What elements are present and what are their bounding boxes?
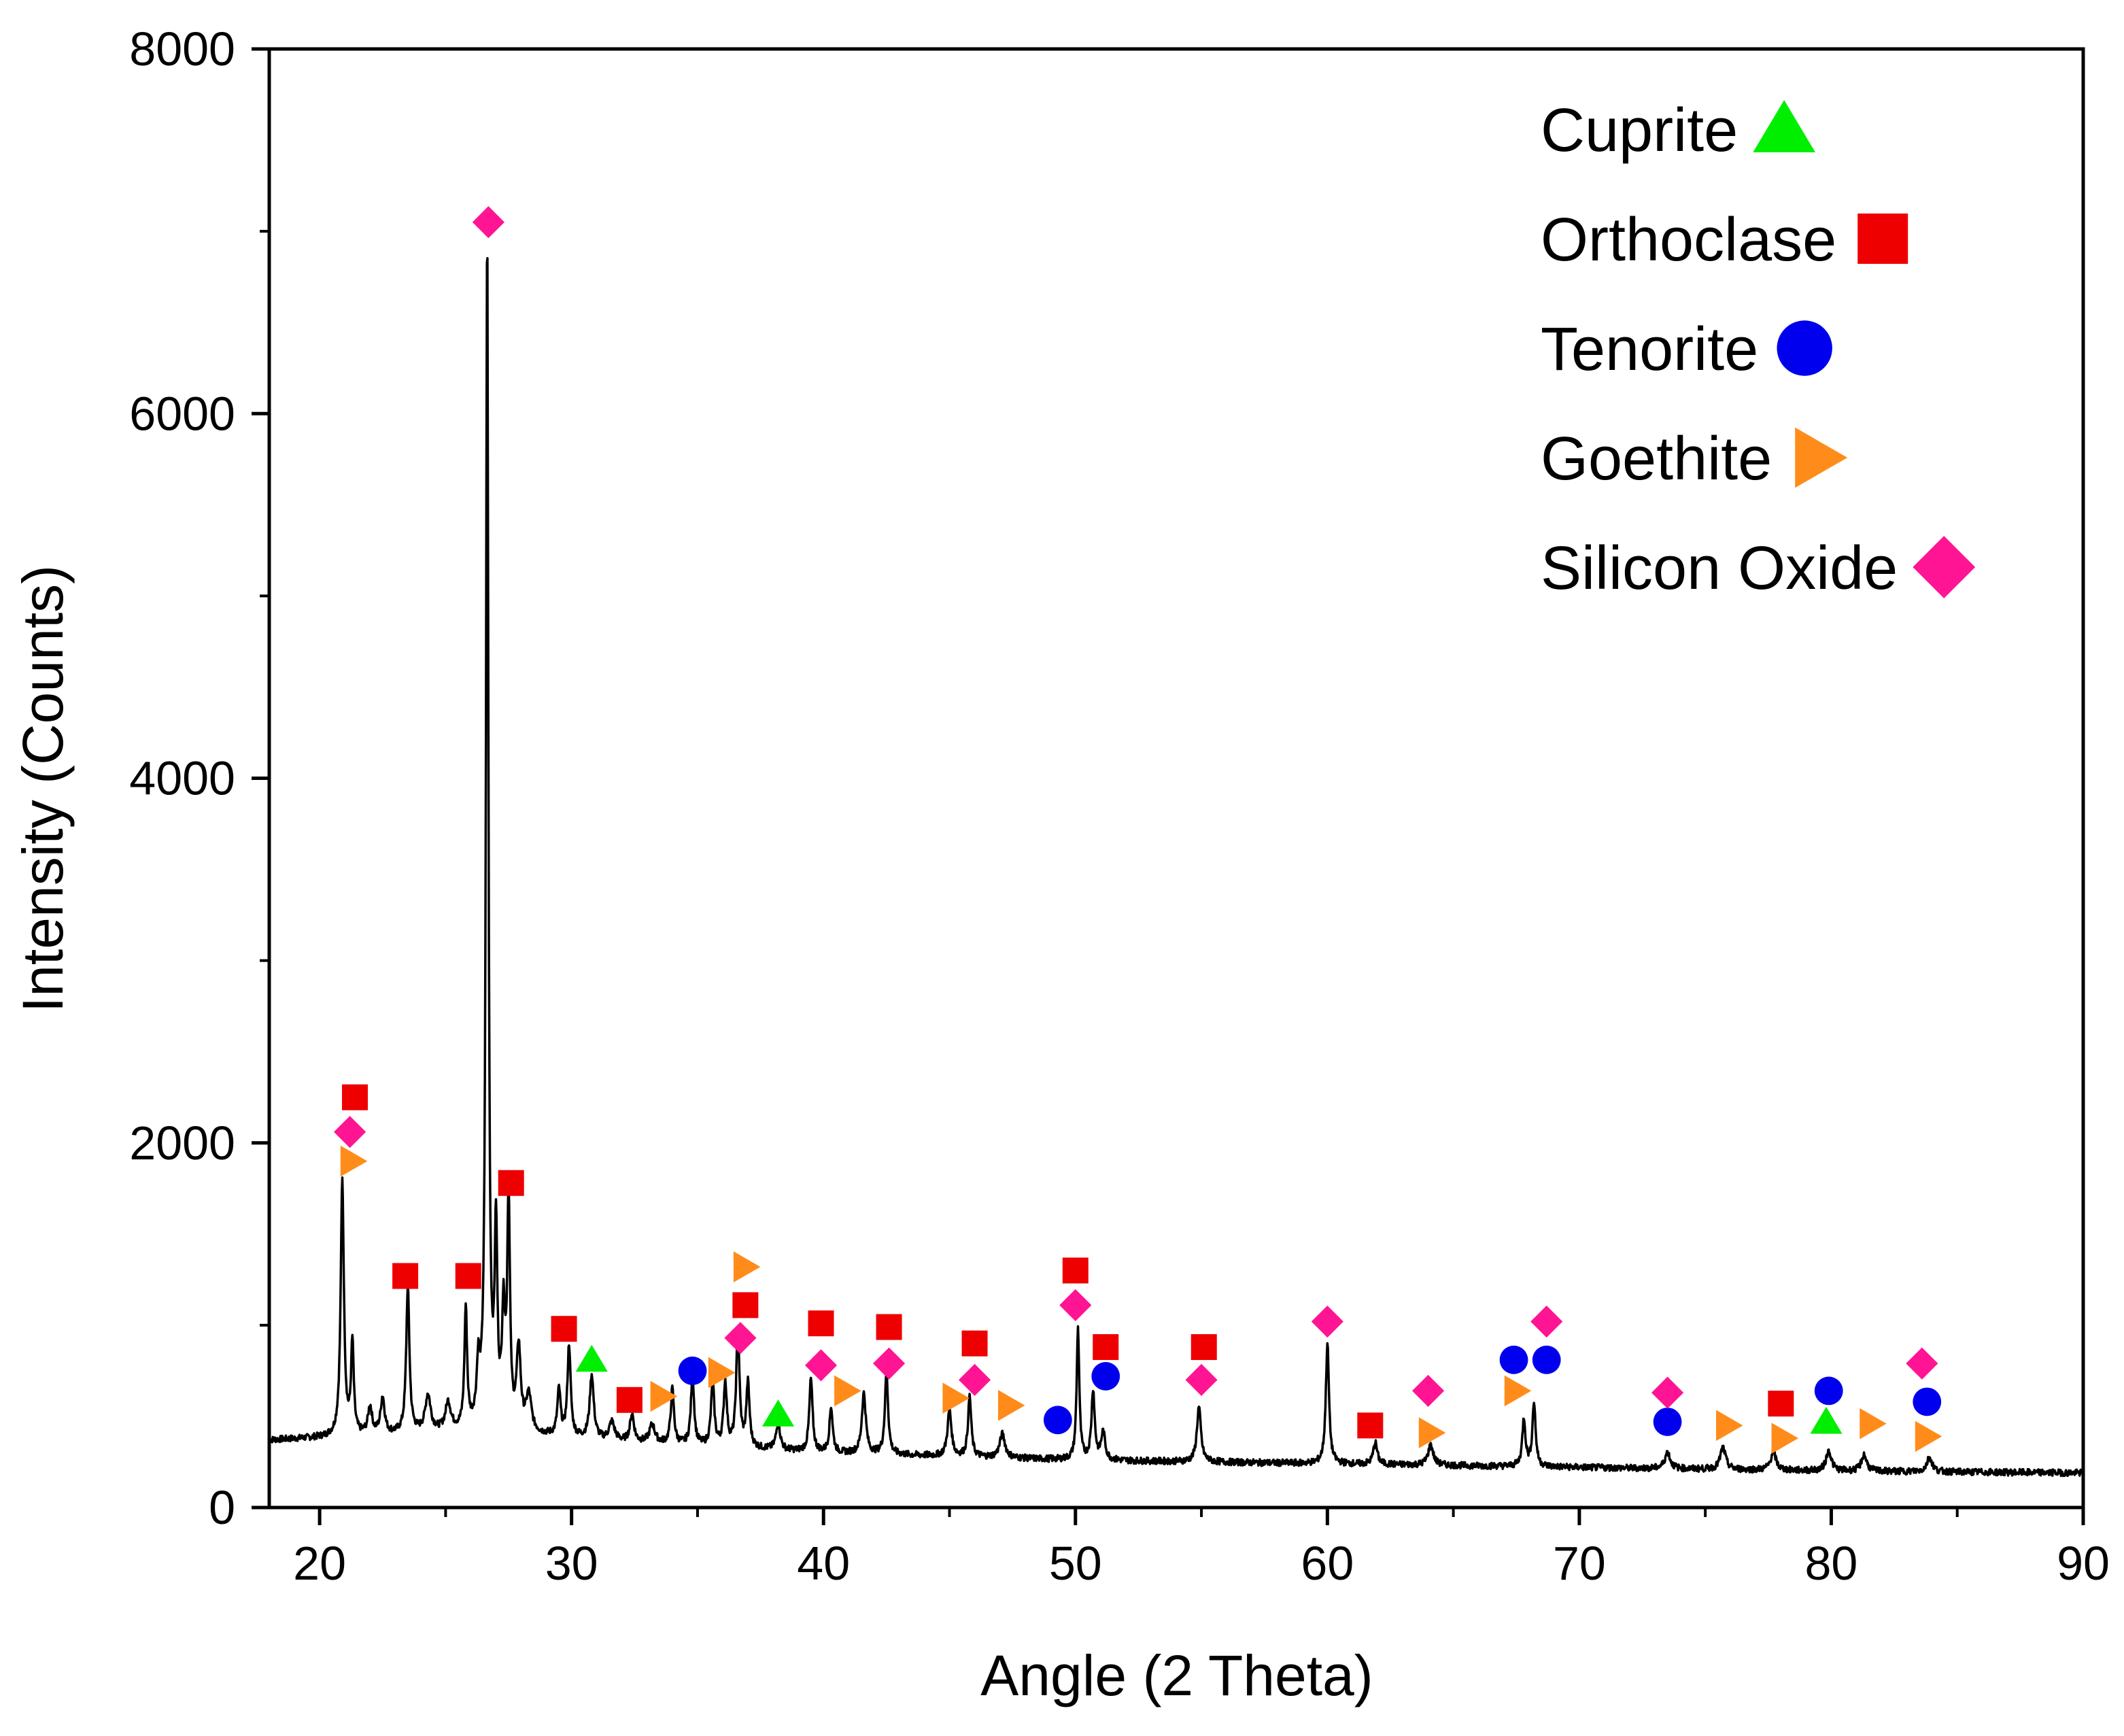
goethite-marker bbox=[708, 1357, 736, 1389]
orthoclase-marker bbox=[392, 1263, 419, 1289]
orthoclase-marker bbox=[1768, 1391, 1794, 1417]
cuprite-marker bbox=[1810, 1406, 1843, 1434]
legend-label-goethite: Goethite bbox=[1541, 425, 1772, 493]
goethite-marker bbox=[733, 1251, 761, 1282]
orthoclase-marker bbox=[455, 1263, 481, 1289]
legend-label-tenorite: Tenorite bbox=[1541, 316, 1758, 384]
goethite-marker bbox=[1716, 1410, 1743, 1442]
silicon-oxide-marker bbox=[1059, 1289, 1092, 1321]
y-tick-label: 2000 bbox=[129, 1117, 235, 1170]
legend-label-cuprite: Cuprite bbox=[1541, 97, 1738, 165]
goethite-marker bbox=[340, 1145, 368, 1177]
y-axis-title: Intensity (Counts) bbox=[11, 565, 75, 1012]
goethite-marker bbox=[1915, 1420, 1942, 1452]
x-tick-label: 30 bbox=[545, 1537, 598, 1590]
silicon-oxide-marker bbox=[1185, 1363, 1218, 1396]
goethite-marker bbox=[650, 1380, 678, 1412]
orthoclase-marker bbox=[1062, 1257, 1089, 1284]
orthoclase-marker bbox=[1093, 1334, 1119, 1361]
xrd-pattern-line bbox=[268, 257, 2085, 1478]
x-tick-label: 40 bbox=[797, 1537, 850, 1590]
tenorite-marker bbox=[1499, 1345, 1528, 1374]
x-axis-title: Angle (2 Theta) bbox=[980, 1644, 1373, 1707]
orthoclase-marker bbox=[732, 1292, 759, 1318]
legend-silicon-oxide-icon bbox=[1913, 536, 1976, 598]
tenorite-marker bbox=[1043, 1406, 1072, 1435]
orthoclase-marker bbox=[808, 1310, 834, 1337]
orthoclase-marker bbox=[961, 1330, 988, 1357]
silicon-oxide-marker bbox=[804, 1349, 838, 1382]
tenorite-marker bbox=[678, 1357, 707, 1385]
silicon-oxide-marker bbox=[724, 1322, 757, 1355]
tick-labels: 20 30 40 50 60 70 80 90 0 2000 4000 6000 8000 bbox=[129, 22, 2110, 1590]
orthoclase-marker bbox=[1357, 1412, 1384, 1439]
y-tick-label: 8000 bbox=[129, 22, 235, 75]
x-tick-label: 60 bbox=[1301, 1537, 1354, 1590]
x-tick-label: 90 bbox=[2057, 1537, 2110, 1590]
orthoclase-marker bbox=[341, 1084, 368, 1110]
tenorite-marker bbox=[1913, 1387, 1942, 1416]
x-tick-label: 50 bbox=[1049, 1537, 1102, 1590]
goethite-marker bbox=[1860, 1408, 1887, 1440]
tenorite-marker bbox=[1532, 1345, 1561, 1374]
silicon-oxide-marker bbox=[472, 206, 504, 239]
tenorite-marker bbox=[1653, 1408, 1682, 1436]
legend-tenorite-icon bbox=[1777, 320, 1832, 376]
legend-label-silicon-oxide: Silicon Oxide bbox=[1541, 534, 1898, 602]
silicon-oxide-marker bbox=[1651, 1376, 1684, 1409]
x-tick-label: 20 bbox=[293, 1537, 346, 1590]
goethite-marker bbox=[997, 1390, 1025, 1421]
legend: Cuprite Orthoclase Tenorite Goethite Silicon… bbox=[1541, 97, 1976, 602]
orthoclase-marker bbox=[616, 1386, 643, 1413]
orthoclase-marker bbox=[876, 1314, 902, 1340]
legend-goethite-icon bbox=[1795, 427, 1848, 488]
y-tick-label: 4000 bbox=[129, 752, 235, 805]
goethite-marker bbox=[1504, 1375, 1532, 1407]
tenorite-marker bbox=[1814, 1376, 1843, 1406]
goethite-marker bbox=[1771, 1423, 1799, 1454]
silicon-oxide-marker bbox=[334, 1116, 366, 1148]
x-tick-label: 80 bbox=[1805, 1537, 1858, 1590]
cuprite-marker bbox=[575, 1344, 608, 1372]
cuprite-marker bbox=[761, 1399, 795, 1427]
silicon-oxide-marker bbox=[873, 1347, 906, 1380]
orthoclase-marker bbox=[1191, 1334, 1217, 1361]
orthoclase-marker bbox=[498, 1170, 524, 1196]
legend-cuprite-icon bbox=[1753, 100, 1816, 153]
tenorite-marker bbox=[1091, 1362, 1120, 1391]
legend-label-orthoclase: Orthoclase bbox=[1541, 206, 1836, 274]
silicon-oxide-marker bbox=[1411, 1374, 1445, 1407]
goethite-marker bbox=[1418, 1417, 1446, 1448]
goethite-marker bbox=[942, 1382, 970, 1414]
orthoclase-marker bbox=[551, 1316, 577, 1342]
plot-frame bbox=[267, 47, 2085, 1510]
silicon-oxide-marker bbox=[1906, 1347, 1938, 1380]
x-tick-label: 70 bbox=[1553, 1537, 1606, 1590]
silicon-oxide-marker bbox=[1311, 1305, 1343, 1338]
y-tick-label: 0 bbox=[209, 1481, 235, 1534]
silicon-oxide-marker bbox=[1530, 1305, 1563, 1338]
goethite-marker bbox=[834, 1375, 861, 1407]
y-tick-label: 6000 bbox=[129, 387, 235, 440]
phase-markers bbox=[334, 206, 1942, 1454]
silicon-oxide-marker bbox=[958, 1363, 991, 1396]
legend-orthoclase-icon bbox=[1857, 214, 1908, 264]
